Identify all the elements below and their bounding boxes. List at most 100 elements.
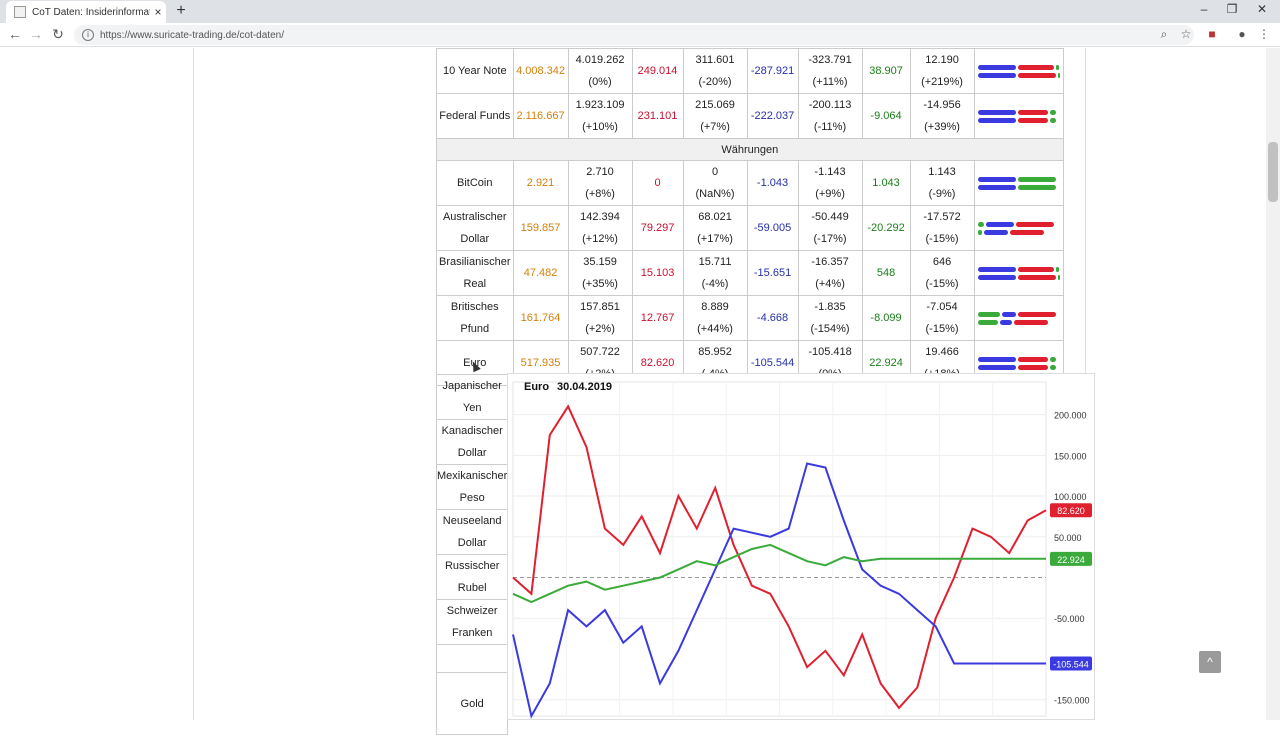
currency-name-line1: Japanischer	[442, 380, 502, 392]
value-cell: -7.054 (-15%)	[909, 295, 975, 341]
value-text: -50.449	[811, 211, 849, 223]
site-info-icon[interactable]: i	[82, 29, 94, 41]
scroll-to-top-button[interactable]: ^	[1199, 651, 1221, 673]
position-bars	[973, 93, 1064, 139]
table-row[interactable]: Schweizer Franken	[435, 599, 509, 645]
position-bars	[973, 160, 1064, 206]
value-text: 12.190	[925, 54, 959, 66]
table-row[interactable]: Kanadischer Dollar	[435, 419, 509, 465]
percent-text: (+219%)	[921, 76, 963, 88]
url-text: https://www.suricate-trading.de/cot-date…	[100, 29, 284, 41]
currency-name: Kanadischer Dollar	[435, 419, 509, 465]
value-cell: 0	[631, 160, 684, 206]
series-line	[512, 543, 1046, 604]
currency-name-line1: Australischer	[442, 211, 507, 223]
currency-name-line2: Franken	[451, 627, 493, 639]
percent-text: (+7%)	[700, 121, 730, 133]
value-cell: -15.651	[746, 250, 799, 296]
percent-text: (+17%)	[697, 233, 733, 245]
currency-name: Britisches Pfund	[436, 295, 514, 341]
table-row[interactable]	[435, 644, 509, 673]
currency-name-line2: Rubel	[457, 582, 487, 594]
value-cell: 548	[861, 250, 911, 296]
close-window-button[interactable]: ✕	[1256, 2, 1268, 16]
minimize-button[interactable]: –	[1200, 2, 1208, 16]
value-cell: 4.019.262 (0%)	[567, 48, 633, 94]
reload-icon[interactable]: ↻	[52, 26, 64, 42]
value-cell: -1.835 (-154%)	[797, 295, 863, 341]
value-cell: 311.601 (-20%)	[682, 48, 748, 94]
table-row[interactable]: Mexikanischer Peso	[435, 464, 509, 510]
percent-text: (+4%)	[815, 278, 845, 290]
currency-name: Brasilianischer Real	[436, 250, 514, 296]
series-last-value: -105.544	[1053, 659, 1089, 669]
address-bar[interactable]: i https://www.suricate-trading.de/cot-da…	[74, 25, 1194, 45]
value-cell: 38.907	[861, 48, 911, 94]
series-value-badge	[1050, 503, 1092, 518]
value-cell: 2.710 (+8%)	[567, 160, 633, 206]
value-cell: -222.037	[746, 93, 799, 139]
favicon-icon	[14, 6, 26, 18]
line-chart: 200.000 150.000 100.000 50.000 -50.000 -150.0…	[512, 381, 1092, 719]
value-text: 8.889	[701, 301, 729, 313]
series-value-badge	[1050, 656, 1092, 671]
table-row[interactable]: Australischer Dollar 159.857 142.394 (+12%) 7…	[436, 205, 1064, 251]
currency-name-line2: Real	[463, 278, 487, 290]
currency-name-line2: Pfund	[460, 323, 490, 335]
forward-icon[interactable]: →	[29, 26, 43, 42]
value-cell: 1.043	[861, 160, 911, 206]
value-text: 142.394	[580, 211, 620, 223]
scrollbar-thumb[interactable]	[1268, 142, 1278, 202]
table-row[interactable]: Russischer Rubel	[435, 554, 509, 600]
table-row[interactable]: Brasilianischer Real 47.482 35.159 (+35%) 15.…	[436, 250, 1064, 296]
section-title: Währungen	[436, 138, 1064, 161]
value-text: 68.021	[698, 211, 732, 223]
euro-chart-popup: 200.000 150.000 100.000 50.000 -50.000 -150.0…	[507, 373, 1095, 720]
table-row[interactable]: Japanischer Yen	[435, 374, 509, 420]
percent-text: (+39%)	[924, 121, 960, 133]
tab-close-icon[interactable]: ×	[154, 5, 162, 19]
table-row[interactable]: Neuseeland Dollar	[435, 509, 509, 555]
y-tick-label: -50.000	[1054, 614, 1085, 624]
y-tick-label: 150.000	[1054, 451, 1087, 461]
series-line	[512, 462, 1046, 719]
currency-name-line1: Euro	[463, 357, 487, 369]
restore-button[interactable]: ❐	[1226, 2, 1238, 16]
currency-name: Schweizer Franken	[435, 599, 509, 645]
percent-text: (+44%)	[697, 323, 733, 335]
value-text: -7.054	[926, 301, 958, 313]
value-cell: -8.099	[861, 295, 911, 341]
currency-name: Gold	[435, 672, 509, 735]
table-row[interactable]: Britisches Pfund 161.764 157.851 (+2%) 12.767…	[436, 295, 1064, 341]
value-cell: 68.021 (+17%)	[682, 205, 748, 251]
profile-icon[interactable]: ●	[1238, 27, 1246, 41]
currency-name: Australischer Dollar	[436, 205, 514, 251]
zoom-icon[interactable]: ⌕	[1160, 27, 1168, 41]
page-scrollbar[interactable]	[1266, 48, 1280, 720]
new-tab-button[interactable]: +	[176, 2, 186, 19]
value-cell: 15.711 (-4%)	[682, 250, 748, 296]
table-row[interactable]: 10 Year Note 4.008.342 4.019.262 (0%) 249.01…	[436, 48, 1064, 94]
currency-name: Mexikanischer Peso	[435, 464, 509, 510]
currency-name-line1: Kanadischer	[441, 425, 503, 437]
value-cell: -9.064	[861, 93, 911, 139]
instrument-name: 10 Year Note	[436, 48, 514, 94]
bookmark-star-icon[interactable]: ☆	[1180, 27, 1192, 41]
value-cell: -4.668	[746, 295, 799, 341]
value-cell: 35.159 (+35%)	[567, 250, 633, 296]
value-text: -1.835	[814, 301, 846, 313]
browser-tab[interactable]: CoT Daten: Insiderinformationen ×	[6, 1, 166, 23]
currency-name-line1: Brasilianischer	[439, 256, 511, 268]
value-cell: 15.103	[631, 250, 684, 296]
series-last-value: 82.620	[1057, 506, 1085, 516]
value-text: 35.159	[583, 256, 617, 268]
value-cell: 231.101	[631, 93, 684, 139]
menu-icon[interactable]: ⋮	[1258, 27, 1270, 41]
back-icon[interactable]: ←	[8, 26, 22, 42]
extension-icon[interactable]: ■	[1208, 27, 1216, 41]
table-row[interactable]: Gold	[435, 672, 509, 735]
value-cell: 1.923.109 (+10%)	[567, 93, 633, 139]
table-row[interactable]: BitCoin 2.921 2.710 (+8%) 0 0 (NaN%) -1.043 -1.1…	[436, 160, 1064, 206]
table-row[interactable]: Federal Funds 2.116.667 1.923.109 (+10%) 231…	[436, 93, 1064, 139]
value-cell: 2.116.667	[512, 93, 569, 139]
